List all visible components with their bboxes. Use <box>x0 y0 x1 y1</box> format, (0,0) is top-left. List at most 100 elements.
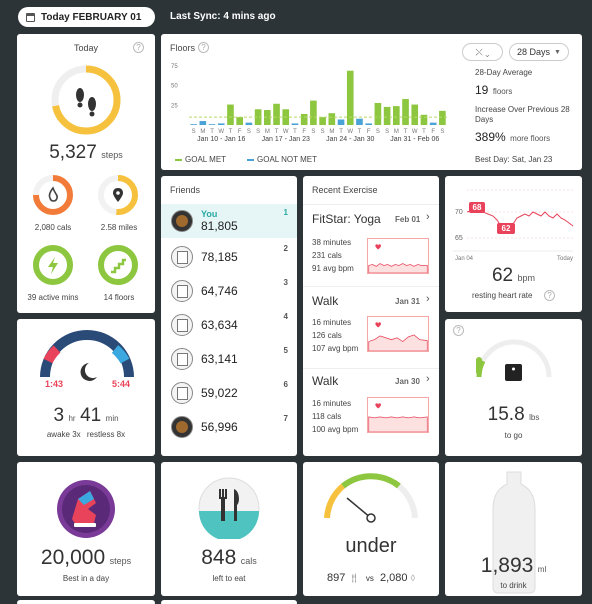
food-summary: 848 cals <box>161 546 297 570</box>
heart-rate-chart: 70 65 68 62 Jan 04 Today <box>453 189 574 262</box>
day-label: T <box>404 129 408 135</box>
resting-heart-rate: 62 bpm <box>445 265 582 287</box>
food-cals-unit: cals <box>240 556 257 566</box>
recent-exercise-card: Recent Exercise FitStar: Yoga Feb 01 › 3… <box>303 176 439 456</box>
food-plate-icon[interactable] <box>198 477 260 539</box>
exercise-cals: 126 cals <box>312 331 342 340</box>
max-badge-label: 68 <box>473 203 482 212</box>
friend-row[interactable]: 63,141 5 <box>161 342 297 376</box>
calorie-balance-gauge[interactable] <box>303 462 439 534</box>
exercise-item[interactable]: Walk Jan 31 › 16 minutes 126 cals 107 av… <box>303 286 439 366</box>
friend-name: You <box>201 209 218 219</box>
best-steps-unit: steps <box>109 556 132 566</box>
heart-icon <box>375 322 381 328</box>
sleep-end-time: 5:44 <box>112 379 130 389</box>
food-card: 848 cals left to eat <box>161 462 297 596</box>
shoe-badge-icon[interactable] <box>56 479 116 539</box>
floor-bar <box>420 114 428 125</box>
chart-type-button[interactable]: ⤬ ⌄ <box>462 43 503 61</box>
avatar <box>171 348 193 370</box>
x-end-label: Today <box>557 256 573 262</box>
weight-value: 15.8 <box>487 404 525 425</box>
distance-label: 2.58 miles <box>100 223 138 232</box>
today-card: Today ? 5,327 steps 2,080 cals 2.58 mile… <box>17 34 155 313</box>
friend-steps: 64,746 <box>201 284 238 298</box>
distance-ring[interactable] <box>97 174 139 216</box>
exercise-name: Walk <box>312 374 339 388</box>
friend-row[interactable]: 78,185 2 <box>161 240 297 274</box>
sleep-start-time: 1:43 <box>45 379 63 389</box>
friends-card: Friends You 81,805 1 78,185 2 64,746 3 6… <box>161 176 297 456</box>
best-day-value: 40 <box>475 169 488 170</box>
active-minutes-ring[interactable] <box>32 244 74 286</box>
steps-summary: 5,327 steps <box>17 142 155 164</box>
versus-label: vs <box>365 574 374 583</box>
exercise-cals: 231 cals <box>312 251 342 260</box>
best-day-summary: 20,000 steps <box>17 546 155 570</box>
floor-bar <box>227 104 234 125</box>
awake-count: awake 3x <box>46 430 81 439</box>
scale-icon <box>505 364 522 381</box>
avatar <box>171 416 193 438</box>
y-tick-label: 25 <box>171 103 178 109</box>
friend-row[interactable]: 56,996 7 <box>161 410 297 444</box>
floor-bar <box>310 100 317 125</box>
goal-marker <box>476 357 482 375</box>
average-row: 19 floors <box>475 81 578 99</box>
floor-bar <box>365 123 372 125</box>
sleep-hours: 3 <box>53 405 65 426</box>
range-select[interactable]: 28 Days ▼ <box>509 43 569 61</box>
increase-value: 389% <box>475 130 506 144</box>
avatar <box>171 382 193 404</box>
restless-count: restless 8x <box>86 430 126 439</box>
week-label: Jan 10 - Jan 16 <box>197 136 245 143</box>
friend-row[interactable]: 64,746 3 <box>161 274 297 308</box>
friend-rank: 3 <box>283 278 288 287</box>
floors-ring[interactable] <box>97 244 139 286</box>
help-icon[interactable]: ? <box>133 42 144 53</box>
floor-bar <box>393 106 400 125</box>
weight-gauge[interactable] <box>445 319 582 409</box>
exercise-item[interactable]: FitStar: Yoga Feb 01 › 38 minutes 231 ca… <box>303 204 439 284</box>
week-label: Jan 31 - Feb 06 <box>390 136 439 143</box>
steps-ring[interactable] <box>50 64 122 136</box>
floor-bar <box>374 102 382 125</box>
avatar <box>171 314 193 336</box>
friend-row-you[interactable]: You 81,805 1 <box>161 204 297 238</box>
water-bottle-icon[interactable] <box>489 470 539 594</box>
day-label: T <box>293 129 297 135</box>
help-icon[interactable]: ? <box>198 42 209 53</box>
exercise-bpm: 100 avg bpm <box>312 425 359 434</box>
help-icon[interactable]: ? <box>544 290 555 301</box>
date-selector[interactable]: Today FEBRUARY 01 <box>18 7 155 27</box>
legend-not-met-label: GOAL NOT MET <box>257 155 318 164</box>
help-icon[interactable]: ? <box>453 325 464 336</box>
floors-chart-card: Floors ? 75 50 25 S M T W T F S S M T W T F S S M T W T F S S M T W… <box>161 34 582 170</box>
weight-caption: to go <box>504 431 523 440</box>
day-label: S <box>440 129 444 135</box>
legend-swatch-not-met <box>247 158 254 161</box>
calories-ring[interactable] <box>32 174 74 216</box>
flame-icon <box>48 186 58 202</box>
friend-steps: 78,185 <box>201 250 238 264</box>
day-label: M <box>394 129 399 135</box>
y-tick-label: 70 <box>455 209 463 216</box>
floor-bar <box>337 119 345 125</box>
week-label: Jan 24 - Jan 30 <box>326 136 374 143</box>
weight-card: ? 15.8 lbs to go <box>445 319 582 456</box>
active-minutes-label: 39 active mins <box>27 293 79 302</box>
exercise-item[interactable]: Walk Jan 30 › 16 minutes 118 cals 100 av… <box>303 368 439 448</box>
friend-row[interactable]: 59,022 6 <box>161 376 297 410</box>
friend-rank: 4 <box>283 312 288 321</box>
friend-rank: 5 <box>283 346 288 355</box>
friend-row[interactable]: 63,634 4 <box>161 308 297 342</box>
exercise-bpm: 91 avg bpm <box>312 264 354 273</box>
next-row-card <box>17 600 155 604</box>
heart-rate-sparkline <box>367 397 429 433</box>
sleep-hours-unit: hr <box>68 414 76 423</box>
sleep-arc[interactable]: 1:43 5:44 <box>17 319 155 409</box>
day-label: F <box>238 129 242 135</box>
stats-panel: 28-Day Average 19 floors Increase Over P… <box>475 68 578 170</box>
calorie-balance-card: under 897 🍴︎ vs 2,080 ◊ <box>303 462 439 596</box>
range-select-label: 28 Days <box>517 47 551 57</box>
